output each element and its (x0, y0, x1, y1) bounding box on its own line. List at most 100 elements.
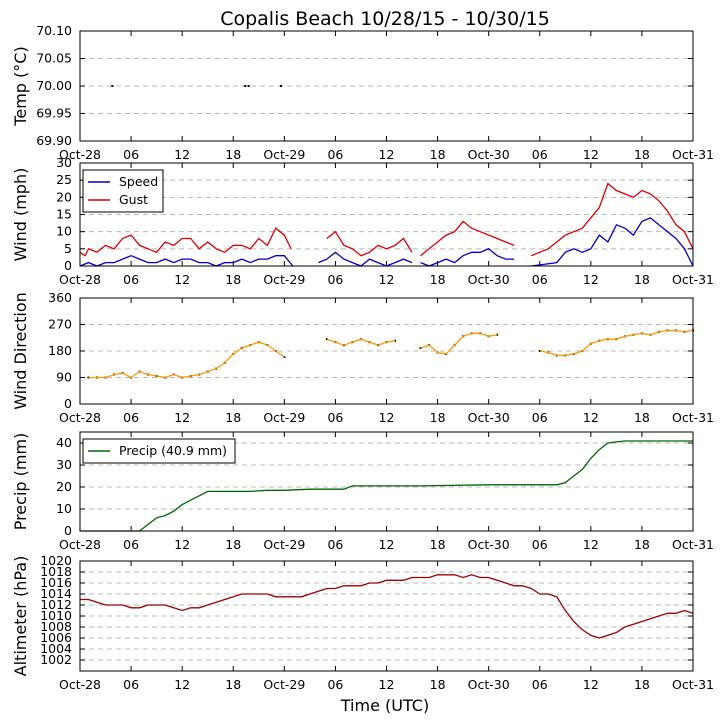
y-tick-label: 25 (56, 172, 72, 187)
y-tick-label: 30 (56, 155, 72, 170)
y-tick-label: 69.90 (36, 133, 72, 148)
x-tick-label: Oct-30 (468, 537, 510, 552)
data-point (247, 85, 250, 87)
x-tick-label: 12 (174, 410, 190, 425)
x-tick-label: 18 (634, 677, 650, 692)
y-tick-label: 40 (56, 435, 72, 450)
panel-direction: 0 90 180 270 360 Oct-28 06 12 18 Oct-29 06 12 18 Oct-… (11, 290, 714, 425)
x-tick-label: 12 (379, 410, 395, 425)
x-tick-label: Oct-29 (263, 147, 305, 162)
x-tick-label: 12 (583, 410, 599, 425)
data-point (394, 339, 397, 342)
x-tick-label: Oct-29 (263, 677, 305, 692)
legend-label: Precip (40.9 mm) (119, 443, 227, 458)
y-tick-label: 270 (48, 317, 72, 332)
x-tick-label: 18 (225, 677, 241, 692)
y-tick-label: 5 (64, 241, 72, 256)
plot-frame (79, 431, 694, 532)
series-line-precip (80, 440, 693, 532)
data-point (538, 350, 541, 352)
direction-line (539, 329, 694, 357)
x-tick-label: 18 (430, 677, 446, 692)
plot-frame (79, 560, 694, 672)
x-tick-label: Oct-31 (672, 147, 714, 162)
legend: Speed Gust (82, 169, 164, 213)
plot-frame (79, 162, 694, 267)
series-line-speed (79, 254, 294, 267)
x-tick-label: Oct-31 (672, 272, 714, 287)
y-tick-label: 1010 (40, 608, 72, 623)
y-tick-label: 180 (48, 343, 72, 358)
y-tick-label: 20 (56, 189, 72, 204)
y-tick-label: 0 (64, 523, 72, 538)
x-tick-label: Oct-28 (59, 677, 101, 692)
series-line-gust (326, 230, 413, 257)
x-tick-label: 12 (174, 677, 190, 692)
x-tick-label: 12 (379, 537, 395, 552)
y-tick-label: 30 (56, 457, 72, 472)
data-point (419, 347, 422, 350)
x-tick-label: 06 (327, 677, 343, 692)
series-line-speed (531, 217, 694, 267)
x-tick-label: 06 (327, 537, 343, 552)
x-tick-label: 18 (634, 537, 650, 552)
y-tick-label: 1006 (40, 630, 72, 645)
x-tick-label: 18 (634, 272, 650, 287)
y-axis-label: Wind Direction (11, 292, 30, 410)
y-tick-label: 1002 (40, 652, 72, 667)
x-tick-label: 18 (634, 410, 650, 425)
x-tick-label: 12 (174, 537, 190, 552)
y-tick-label: 15 (56, 207, 72, 222)
y-tick-label: 70.05 (36, 51, 72, 66)
x-tick-label: 12 (379, 272, 395, 287)
y-tick-label: 70.10 (36, 23, 72, 38)
y-tick-label: 1014 (40, 586, 72, 601)
x-tick-label: Oct-30 (468, 272, 510, 287)
y-tick-label: 70.00 (36, 78, 72, 93)
x-tick-label: 06 (532, 677, 548, 692)
x-tick-label: Oct-28 (59, 147, 101, 162)
data-point (244, 85, 247, 87)
y-tick-label: 20 (56, 479, 72, 494)
x-tick-label: 18 (430, 147, 446, 162)
plot-frame (79, 297, 694, 405)
x-tick-label: Oct-29 (263, 410, 305, 425)
x-tick-label: 06 (123, 147, 139, 162)
y-tick-label: 360 (48, 290, 72, 305)
legend-box (82, 169, 164, 213)
x-tick-label: Oct-28 (59, 537, 101, 552)
series-line-speed (420, 248, 515, 267)
direction-line (420, 332, 498, 355)
x-tick-label: Oct-29 (263, 272, 305, 287)
y-tick-label: 1018 (40, 564, 72, 579)
y-axis-label: Wind (mph) (11, 168, 30, 262)
panel-precip: 0 10 20 30 40 Oct-28 06 12 18 Oct-29 06 12 18 Oct-30 0… (11, 431, 714, 552)
direction-line (326, 338, 396, 346)
x-tick-label: 18 (225, 147, 241, 162)
x-tick-label: Oct-28 (59, 410, 101, 425)
x-tick-label: 06 (123, 272, 139, 287)
legend-label: Speed (119, 174, 158, 189)
data-point (279, 85, 282, 87)
x-tick-label: 06 (327, 147, 343, 162)
x-tick-label: 06 (532, 410, 548, 425)
x-tick-label: 12 (583, 272, 599, 287)
x-tick-label: 18 (430, 410, 446, 425)
x-tick-label: 06 (123, 537, 139, 552)
x-tick-label: 06 (123, 677, 139, 692)
chart-panels: 69.90 69.95 70.00 70.05 70.10 Oct-28 06 12 18 Oct… (11, 23, 714, 692)
x-tick-label: 12 (583, 677, 599, 692)
x-tick-label: Oct-31 (672, 410, 714, 425)
series-line-gust (530, 182, 694, 257)
x-tick-label: 18 (430, 272, 446, 287)
legend-label: Gust (119, 192, 148, 207)
y-tick-label: 69.95 (36, 106, 72, 121)
series-line-altimeter (80, 574, 694, 639)
x-tick-label: 12 (174, 272, 190, 287)
x-tick-label: Oct-28 (59, 272, 101, 287)
x-tick-label: 12 (583, 147, 599, 162)
panel-wind: 0 5 10 15 20 25 30 Oct-28 06 12 18 Oct-29 06 12 18 Oct-… (11, 155, 714, 287)
y-tick-label: 1012 (40, 597, 72, 612)
x-tick-label: 12 (174, 147, 190, 162)
